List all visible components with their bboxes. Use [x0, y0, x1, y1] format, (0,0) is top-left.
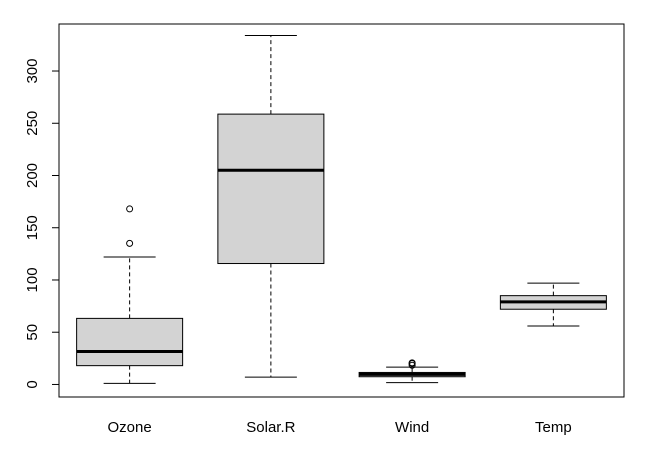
y-tick-label: 100 — [24, 267, 41, 292]
y-tick-label: 0 — [24, 380, 41, 388]
outlier-point — [408, 359, 416, 367]
y-tick-label: 150 — [24, 215, 41, 240]
y-tick-label: 200 — [24, 163, 41, 188]
boxes — [76, 34, 607, 384]
x-tick-label: Ozone — [108, 419, 152, 436]
y-tick-label: 250 — [24, 111, 41, 136]
box-ozone — [76, 205, 184, 384]
x-tick-label: Solar.R — [246, 419, 295, 436]
x-tick-label: Wind — [395, 419, 429, 436]
box-temp — [499, 282, 607, 327]
outlier-point — [126, 205, 134, 213]
y-axis: 0 50 100 150 200 250 300 — [24, 59, 60, 389]
outlier-point — [126, 239, 134, 247]
y-tick-label: 50 — [24, 324, 41, 341]
box-wind — [358, 359, 466, 384]
iqr-box — [76, 317, 184, 367]
iqr-box — [217, 113, 325, 265]
box-solar-r — [217, 34, 325, 378]
x-axis-labels: Ozone Solar.R Wind Temp — [108, 419, 572, 436]
x-tick-label: Temp — [535, 419, 572, 436]
y-tick-label: 300 — [24, 59, 41, 84]
